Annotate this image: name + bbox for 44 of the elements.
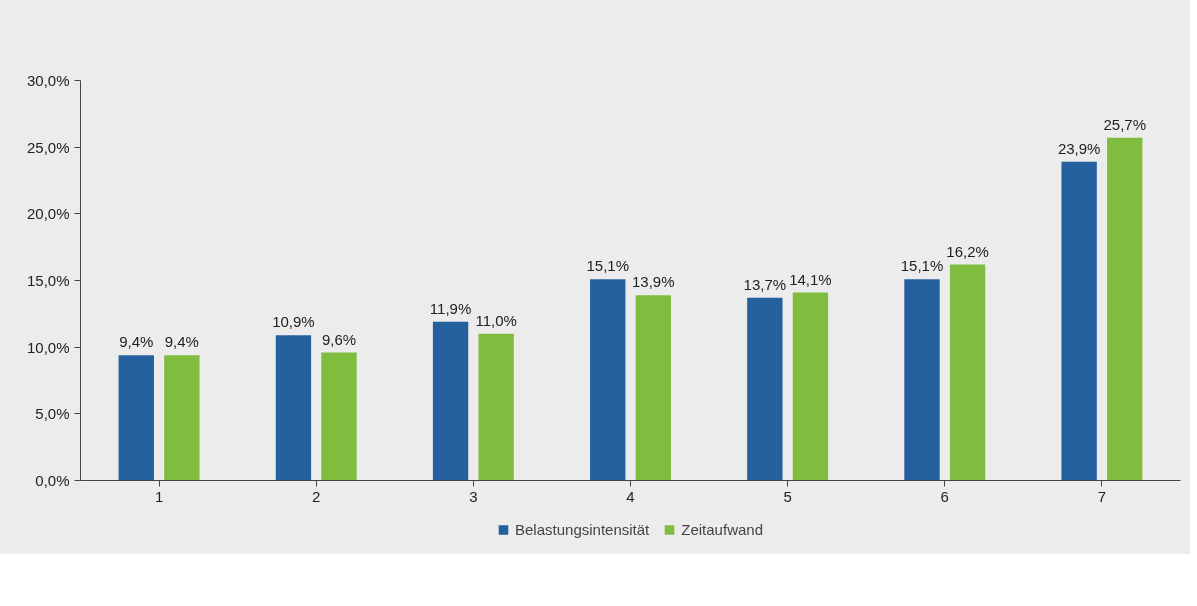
x-tick-label: 3 <box>469 487 478 505</box>
data-label: 11,0% <box>475 311 517 329</box>
x-tick-label: 4 <box>626 487 635 505</box>
data-label: 9,6% <box>321 330 357 348</box>
data-label: 11,9% <box>429 299 472 317</box>
y-tick-label: 5,0% <box>35 405 70 423</box>
x-tick-label: 7 <box>1097 487 1107 505</box>
data-label: 10,9% <box>272 313 315 331</box>
bar <box>792 292 829 481</box>
x-tick-label: 1 <box>154 487 164 505</box>
bar <box>432 321 469 481</box>
bar <box>1107 137 1143 481</box>
bar <box>1061 161 1097 481</box>
y-tick-label: 25,0% <box>26 138 70 156</box>
x-tick-label: 6 <box>940 487 949 505</box>
legend-label: Belastungsintensität <box>515 520 650 538</box>
bar <box>164 355 200 481</box>
data-label: 16,2% <box>946 242 989 260</box>
bar <box>478 333 514 481</box>
bar <box>635 295 671 481</box>
data-label: 15,1% <box>586 257 629 275</box>
data-label: 23,9% <box>1057 139 1101 157</box>
y-tick-label: 20,0% <box>26 205 70 223</box>
data-label: 15,1% <box>900 257 944 275</box>
data-label: 14,1% <box>789 270 832 288</box>
data-label: 9,4% <box>119 333 154 351</box>
y-tick-label: 15,0% <box>26 272 70 289</box>
bar <box>590 279 626 481</box>
data-label: 13,7% <box>743 275 787 293</box>
x-tick-label: 2 <box>312 487 321 505</box>
bar <box>949 264 986 481</box>
data-label: 13,9% <box>632 273 675 291</box>
y-tick-label: 0,0% <box>35 472 70 489</box>
y-tick-label: 10,0% <box>26 338 70 356</box>
y-tick-label: 30,0% <box>26 72 70 89</box>
x-tick-label: 5 <box>783 487 792 505</box>
legend-label: Zeitaufwand <box>681 520 763 538</box>
bar <box>904 279 940 481</box>
data-label: 25,7% <box>1103 115 1146 133</box>
bar <box>321 352 357 481</box>
bar <box>118 355 154 481</box>
bar <box>747 297 783 481</box>
bar <box>275 335 312 481</box>
data-label: 9,4% <box>164 333 199 351</box>
